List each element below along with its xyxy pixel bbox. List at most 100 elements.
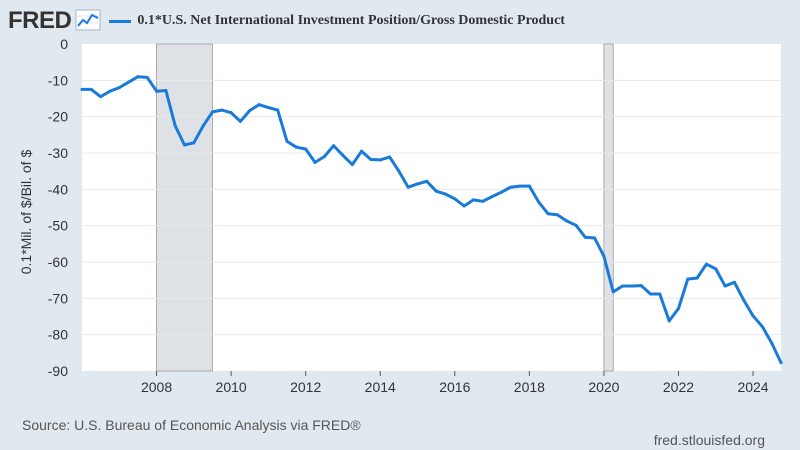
data-point (266, 106, 270, 110)
data-point (210, 110, 214, 114)
data-point (658, 292, 662, 296)
line-chart-icon (75, 9, 101, 36)
data-point (341, 154, 345, 158)
data-point (127, 80, 131, 84)
series-layer (80, 75, 783, 365)
data-point (537, 200, 541, 204)
data-point (99, 95, 103, 99)
x-tick-label: 2008 (141, 379, 172, 395)
y-tick-label: -90 (48, 363, 68, 379)
data-point (751, 314, 755, 318)
data-point (360, 149, 364, 153)
gridlines (82, 79, 781, 336)
data-point (220, 108, 224, 112)
y-axis-label: 0.1*Mil. of $/Bil. of $ (18, 150, 34, 275)
line-chart: 0 -10 -20 -30 -40 -50 -60 -70 -80 -90 2008 2010 201… (18, 36, 783, 395)
data-point (378, 158, 382, 162)
legend: 0.1*U.S. Net International Investment Po… (109, 13, 565, 29)
data-point (369, 158, 373, 162)
data-point (583, 235, 587, 239)
x-tick-label: 2020 (588, 379, 619, 395)
y-tick-label: 0 (60, 36, 68, 52)
data-point (667, 319, 671, 323)
data-point (723, 284, 727, 288)
data-point (676, 307, 680, 311)
data-point (499, 190, 503, 194)
site-link[interactable]: fred.stlouisfed.org (653, 432, 765, 448)
y-axis-ticks: 0 -10 -20 -30 -40 -50 -60 -70 -80 -90 (48, 36, 68, 379)
data-point (490, 195, 494, 199)
data-point (89, 87, 93, 91)
data-point (332, 144, 336, 148)
data-point (574, 223, 578, 227)
data-point (462, 204, 466, 208)
data-point (183, 143, 187, 147)
data-point (192, 141, 196, 145)
data-point (686, 277, 690, 281)
data-point (481, 199, 485, 203)
data-point (760, 325, 764, 329)
data-point (732, 280, 736, 284)
data-point (453, 197, 457, 201)
data-point (397, 169, 401, 173)
recession-band-0 (156, 43, 213, 372)
y-tick-label: -80 (48, 327, 68, 343)
data-point (136, 75, 140, 79)
data-point (695, 276, 699, 280)
data-point (350, 163, 354, 167)
data-point (704, 262, 708, 266)
fred-logo[interactable]: FRED (8, 7, 72, 34)
x-tick-label: 2010 (216, 379, 247, 395)
data-point (173, 124, 177, 128)
data-point (714, 267, 718, 271)
data-point (770, 341, 774, 345)
series-line-0 (80, 75, 783, 365)
data-point (164, 89, 168, 93)
data-point (742, 298, 746, 302)
data-point (527, 184, 531, 188)
data-point (630, 284, 634, 288)
data-point (639, 284, 643, 288)
x-tick-label: 2024 (737, 379, 768, 395)
data-point (406, 185, 410, 189)
source-note: Source: U.S. Bureau of Economic Analysis… (22, 417, 361, 433)
chart-header: FRED 0.1*U.S. Net International Investme… (8, 6, 792, 36)
data-point (471, 198, 475, 202)
x-tick-label: 2014 (365, 379, 396, 395)
y-tick-label: -40 (48, 181, 68, 197)
y-tick-label: -30 (48, 145, 68, 161)
x-tick-label: 2018 (514, 379, 545, 395)
data-point (322, 155, 326, 159)
data-point (294, 145, 298, 149)
data-point (425, 179, 429, 183)
data-point (388, 155, 392, 159)
legend-swatch (109, 19, 132, 23)
data-point (238, 119, 242, 123)
data-point (248, 108, 252, 112)
data-point (779, 361, 783, 365)
data-point (313, 160, 317, 164)
data-point (145, 75, 149, 79)
data-point (602, 254, 606, 258)
data-point (201, 124, 205, 128)
data-point (117, 86, 121, 90)
y-tick-label: -60 (48, 254, 68, 270)
data-point (611, 290, 615, 294)
y-tick-label: -10 (48, 72, 68, 88)
data-point (649, 292, 653, 296)
data-point (229, 111, 233, 115)
data-point (108, 89, 112, 93)
recession-shading (156, 43, 614, 372)
x-tick-label: 2022 (663, 379, 694, 395)
data-point (518, 184, 522, 188)
data-point (80, 87, 84, 91)
data-point (304, 147, 308, 151)
data-point (257, 103, 261, 107)
legend-label: 0.1*U.S. Net International Investment Po… (137, 13, 565, 28)
data-point (434, 189, 438, 193)
data-point (593, 236, 597, 240)
data-point (155, 89, 159, 93)
data-point (276, 108, 280, 112)
data-point (416, 182, 420, 186)
data-point (509, 185, 513, 189)
